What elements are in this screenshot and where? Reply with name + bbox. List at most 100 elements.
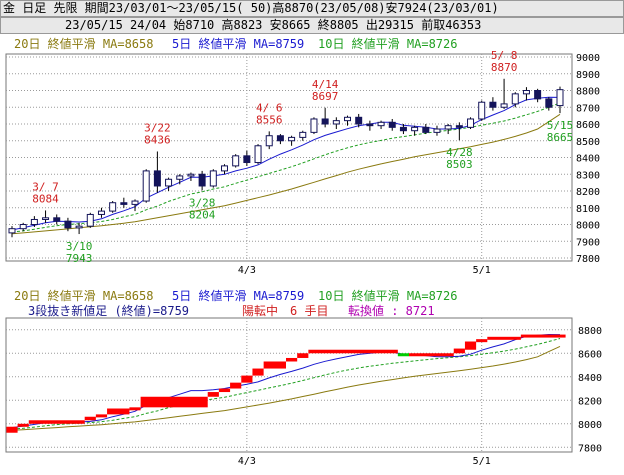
candle (120, 197, 128, 208)
candle (355, 113, 363, 128)
candle (422, 124, 430, 135)
annotation-date: 4/14 (312, 78, 339, 91)
annotation-value: 8204 (189, 208, 216, 221)
candle-body-up (19, 224, 27, 230)
candle (310, 117, 318, 135)
candle (187, 172, 195, 181)
legend-ma20: 20日 終値平滑 MA=8658 (14, 36, 153, 51)
candle-body-down (321, 118, 329, 125)
candle-body-up (42, 217, 50, 220)
candle-body-down (276, 135, 284, 142)
renko-legend: 20日 終値平滑 MA=8658 5日 終値平滑 MA=8759 10日 終値平… (14, 288, 457, 318)
candle-body-up (176, 175, 184, 180)
candle-y-tick: 8200 (576, 187, 600, 198)
candle (433, 125, 441, 136)
candle (19, 222, 27, 232)
candle (42, 210, 50, 223)
renko-brick-up (17, 423, 29, 427)
candle-y-tick: 8100 (576, 204, 600, 215)
renko-y-tick: 8800 (578, 326, 602, 337)
renko-x-tick: 5/1 (473, 456, 491, 467)
candle-body-up (165, 178, 173, 187)
candle-body-up (310, 118, 318, 133)
candle (109, 201, 117, 213)
annotation-date: 4/28 (446, 146, 473, 159)
renko-legend-ma20: 20日 終値平滑 MA=8658 (14, 288, 153, 303)
candle-body-up (522, 90, 530, 95)
candle-body-up (75, 225, 83, 229)
candle-x-tick: 4/3 (238, 265, 256, 276)
candle-y-tick: 8700 (576, 103, 600, 114)
candle (86, 212, 94, 228)
renko-brick-up (84, 416, 96, 421)
candle-body-up (86, 213, 94, 227)
renko-brick-up (464, 341, 477, 350)
candle (411, 125, 419, 136)
renko-brick-up (286, 357, 298, 362)
renko-brick-up (230, 382, 242, 389)
candle-body-up (511, 93, 519, 105)
renko-brick-up (207, 392, 219, 397)
annotation-date: 3/ 7 (32, 180, 59, 193)
renko-y-tick-labels: 7800 8000 8200 8400 8600 8800 (578, 326, 602, 455)
candle-panel: 7800 7900 8000 8100 8200 8300 8400 8500 8600 8700… (5, 36, 600, 276)
legend-ma5: 5日 終値平滑 MA=8759 (172, 36, 304, 51)
renko-brick-up (487, 336, 521, 340)
renko-label-state: 陽転中 (242, 303, 278, 318)
candle (254, 144, 262, 165)
candle (176, 174, 184, 185)
candle (288, 135, 296, 146)
candle-y-tick-labels: 7800 7900 8000 8100 8200 8300 8400 8500 8600 8700… (576, 53, 600, 265)
renko-y-tick: 7800 (578, 443, 602, 454)
candle (232, 154, 240, 168)
renko-bricks (6, 334, 566, 433)
candle (165, 177, 173, 191)
candle-ma20-line (11, 113, 561, 235)
candle-y-tick: 9000 (576, 53, 600, 64)
annotation-value: 8870 (491, 61, 518, 74)
candle-body-up (131, 200, 139, 205)
candle-body-up (332, 120, 340, 125)
candle-y-tick: 8300 (576, 170, 600, 181)
renko-moving-averages (11, 333, 561, 431)
candle-body-down (355, 116, 363, 125)
annotation-value: 8503 (446, 158, 473, 171)
renko-brick-up (252, 368, 264, 376)
renko-brick-up (308, 349, 398, 354)
candle-body-down (534, 90, 542, 100)
candle-body-up (299, 131, 307, 138)
candle-body-up (232, 155, 240, 167)
candle-body-down (399, 126, 407, 132)
candle (511, 92, 519, 108)
annotation-date: 3/28 (189, 196, 216, 209)
candle (198, 170, 206, 191)
renko-label-main: 3段抜き新値足 (終値)=8759 (28, 303, 189, 318)
candle (388, 118, 396, 131)
candle-x-tick-labels: 4/3 5/1 (238, 265, 491, 276)
annotation-value: 8436 (144, 133, 171, 146)
candle (489, 97, 497, 111)
candle (444, 124, 452, 135)
candle-body-up (500, 103, 508, 108)
annotation-value: 8084 (32, 192, 59, 205)
renko-brick-up (95, 414, 108, 418)
annotation-value: 7943 (66, 252, 93, 265)
candle (556, 86, 564, 114)
candle-body-up (8, 228, 16, 234)
renko-x-tick-labels: 4/3 5/1 (238, 456, 491, 467)
annotation-date: 3/22 (144, 121, 171, 134)
header-line-1: 金 日足 先限 期間23/03/01～23/05/15( 50)高8870(23… (0, 0, 624, 17)
candle (478, 100, 486, 121)
renko-brick-up (263, 361, 286, 369)
annotation-date: 5/15 (547, 119, 574, 132)
renko-y-tick: 8200 (578, 396, 602, 407)
candle (455, 122, 463, 141)
renko-brick-up (297, 353, 309, 358)
candle-body-down (53, 217, 61, 222)
candle-body-up (344, 116, 352, 122)
